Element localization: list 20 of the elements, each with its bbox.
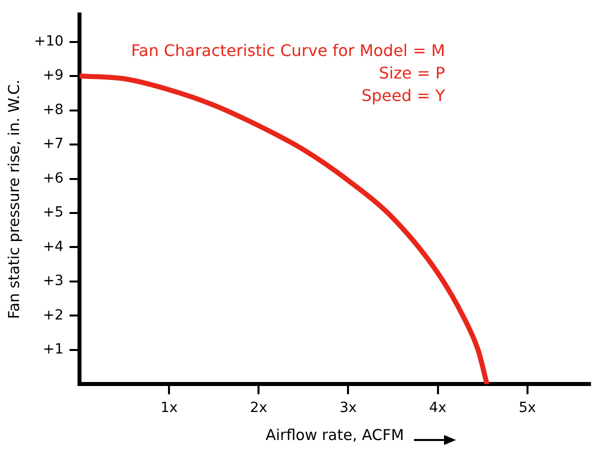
- y-tick-label: +3: [42, 273, 64, 290]
- annotation: Speed = Y: [361, 86, 446, 106]
- x-tick-label: 2x: [250, 400, 268, 416]
- x-tick-label: 3x: [340, 400, 357, 416]
- x-tick-label: 5x: [518, 400, 536, 416]
- y-tick-label: +7: [42, 136, 64, 152]
- x-tick-label: 4x: [429, 400, 446, 416]
- y-tick-label: +1: [42, 342, 64, 358]
- y-tick-label: +10: [34, 33, 64, 50]
- y-tick-label: +6: [42, 170, 64, 186]
- x-tick-label: 1x: [160, 400, 178, 416]
- y-tick-label: +5: [42, 204, 64, 221]
- y-tick-label: +4: [42, 238, 64, 255]
- y-tick-label: +8: [42, 102, 64, 118]
- x-axis-title: Airflow rate, ACFM: [266, 426, 404, 444]
- annotation: Size = P: [378, 64, 446, 83]
- y-tick-label: +2: [42, 307, 64, 324]
- y-tick-label: +9: [42, 68, 64, 84]
- annotation: Fan Characteristic Curve for Model = M: [131, 41, 445, 60]
- y-axis-title: Fan static pressure rise, in. W.C.: [4, 80, 23, 320]
